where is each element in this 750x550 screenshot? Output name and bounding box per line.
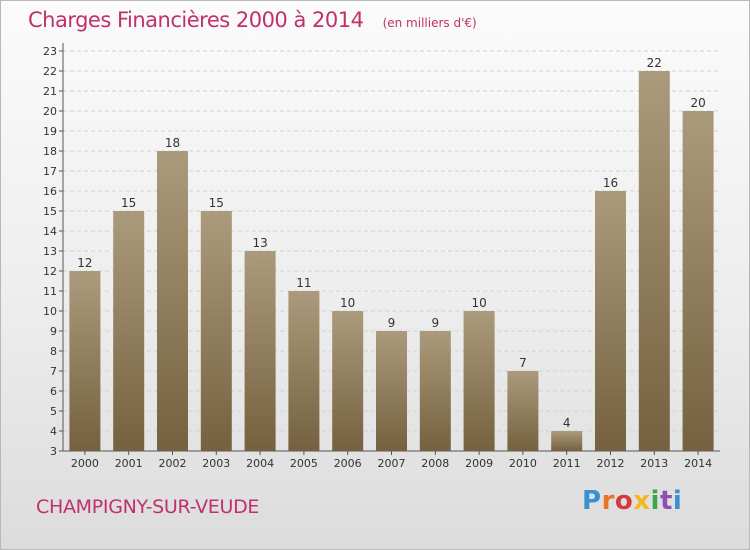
x-tick-label: 2009: [465, 457, 493, 470]
y-tick-label: 7: [50, 365, 57, 378]
bar: [419, 331, 451, 451]
bar-value-label: 22: [647, 56, 662, 70]
x-tick-label: 2003: [202, 457, 230, 470]
bar-value-label: 10: [471, 296, 486, 310]
bar-value-label: 9: [388, 316, 396, 330]
y-tick-label: 13: [43, 245, 57, 258]
y-tick-label: 3: [50, 445, 57, 458]
x-tick-label: 2006: [334, 457, 362, 470]
x-tick-label: 2010: [509, 457, 537, 470]
logo-letter: i: [650, 486, 660, 516]
bar-value-label: 10: [340, 296, 355, 310]
bar-value-label: 16: [603, 176, 618, 190]
bar: [200, 211, 232, 451]
bar-value-label: 15: [121, 196, 136, 210]
logo-letter: i: [672, 486, 683, 516]
chart-title-text: Charges Financières 2000 à 2014: [28, 8, 364, 32]
y-tick-label: 8: [50, 345, 57, 358]
x-tick-label: 2004: [246, 457, 274, 470]
chart-unit-note: (en milliers d'€): [382, 16, 477, 30]
bar: [113, 211, 145, 451]
bar: [638, 71, 670, 451]
y-tick-label: 16: [43, 185, 57, 198]
y-tick-label: 14: [43, 225, 57, 238]
x-tick-label: 2005: [290, 457, 318, 470]
y-tick-label: 10: [43, 305, 57, 318]
bar: [376, 331, 407, 451]
logo-letter: o: [614, 486, 634, 516]
y-tick-label: 20: [43, 105, 57, 118]
bars: [69, 71, 714, 451]
bar: [595, 191, 626, 451]
x-tick-label: 2001: [115, 457, 143, 470]
labels: 3 4 5 6 7 8 9 10 11 12 13 14 15 16 17 18 19 20 21 22 23 12 200…: [43, 45, 712, 470]
bar: [682, 111, 714, 451]
y-tick-label: 23: [43, 45, 57, 58]
bar: [157, 151, 188, 451]
bar: [244, 251, 276, 451]
y-tick-label: 19: [43, 125, 57, 138]
logo-letter: P: [582, 486, 602, 516]
y-tick-label: 11: [43, 285, 57, 298]
bar: [463, 311, 495, 451]
y-tick-label: 12: [43, 265, 57, 278]
bar-value-label: 13: [252, 236, 267, 250]
x-tick-label: 2012: [597, 457, 625, 470]
y-tick-label: 6: [50, 385, 57, 398]
logo-letter: r: [601, 486, 615, 516]
logo-letter: x: [633, 486, 651, 516]
bar: [69, 271, 101, 451]
y-tick-label: 15: [43, 205, 57, 218]
bar: [288, 291, 320, 451]
bar-value-label: 20: [690, 96, 705, 110]
bar: [551, 431, 583, 451]
y-tick-label: 18: [43, 145, 57, 158]
bar-value-label: 12: [77, 256, 92, 270]
bar-value-label: 11: [296, 276, 311, 290]
y-tick-label: 21: [43, 85, 57, 98]
y-tick-label: 9: [50, 325, 57, 338]
commune-name: CHAMPIGNY-SUR-VEUDE: [36, 496, 260, 518]
x-tick-label: 2008: [421, 457, 449, 470]
x-tick-label: 2000: [71, 457, 99, 470]
y-tick-label: 22: [43, 65, 57, 78]
y-tick-label: 5: [50, 405, 57, 418]
proxiti-logo: Proxiti: [582, 486, 682, 516]
bar-value-label: 7: [519, 356, 527, 370]
chart-title: Charges Financières 2000 à 2014 (en mill…: [28, 8, 477, 32]
y-tick-label: 4: [50, 425, 57, 438]
x-tick-label: 2014: [684, 457, 712, 470]
x-tick-label: 2002: [159, 457, 187, 470]
bar-value-label: 9: [431, 316, 439, 330]
x-tick-label: 2007: [378, 457, 406, 470]
bar: [332, 311, 364, 451]
bar: [507, 371, 539, 451]
logo-letter: t: [659, 486, 673, 516]
bar-value-label: 15: [209, 196, 224, 210]
x-tick-label: 2013: [640, 457, 668, 470]
x-tick-label: 2011: [553, 457, 581, 470]
bar-value-label: 18: [165, 136, 180, 150]
y-tick-label: 17: [43, 165, 57, 178]
bar-value-label: 4: [563, 416, 571, 430]
